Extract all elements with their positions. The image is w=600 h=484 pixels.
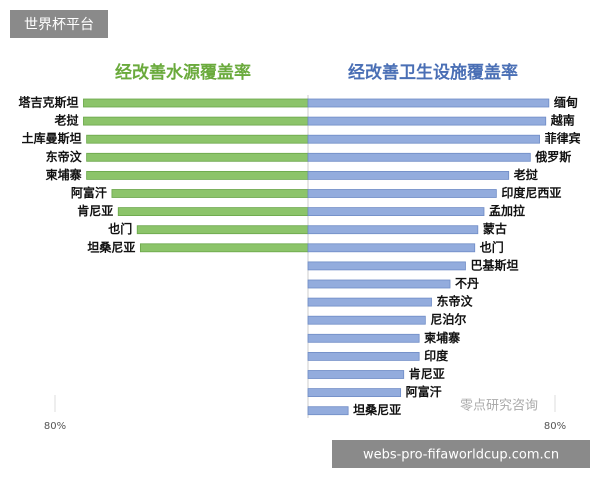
footer-box (332, 440, 590, 468)
bar-label: 印度 (424, 348, 449, 363)
bar (307, 134, 540, 144)
bar-label: 菲律宾 (545, 131, 581, 146)
bar (307, 297, 432, 307)
bar (307, 406, 349, 416)
bar (307, 116, 547, 126)
bar-label: 坦桑尼亚 (87, 240, 135, 254)
bar-label: 孟加拉 (489, 203, 525, 218)
bar-label: 坦桑尼亚 (353, 403, 401, 417)
bar (307, 388, 402, 398)
chart-title: 经改善卫生设施覆盖率 (348, 62, 518, 83)
bar-label: 阿富汗 (71, 185, 107, 200)
chart-title: 经改善水源覆盖率 (115, 62, 251, 83)
watermark-box (10, 10, 108, 38)
bar (83, 116, 309, 126)
bar (117, 207, 309, 217)
bar (307, 243, 476, 253)
bar-label: 巴基斯坦 (470, 257, 518, 272)
bar-label: 也门 (108, 221, 132, 236)
watermark: 世界杯平台 (24, 17, 94, 33)
bar (307, 279, 451, 289)
bar (86, 134, 309, 144)
bar-label: 不丹 (455, 277, 479, 291)
bar-label: 阿富汗 (406, 384, 442, 399)
bar-label: 尼泊尔 (430, 312, 466, 327)
bar (139, 243, 309, 253)
bar-label: 印度尼西亚 (501, 185, 561, 200)
bar-label: 老挝 (54, 113, 79, 128)
bar-label: 土库曼斯坦 (22, 131, 82, 146)
bar-label: 俄罗斯 (534, 149, 571, 164)
x-tick-label: 80% (544, 421, 566, 432)
bar (111, 189, 309, 198)
bar (307, 315, 426, 325)
bar (86, 170, 309, 180)
footer: webs-pro-fifaworldcup.com.cn (363, 448, 559, 463)
bar-label: 缅甸 (554, 95, 578, 110)
bar (307, 261, 466, 271)
bar-label: 也门 (480, 239, 504, 254)
bar (307, 98, 550, 108)
bar (307, 351, 420, 361)
bar-label: 柬埔寨 (45, 167, 82, 182)
bar (86, 152, 309, 162)
bar (307, 225, 479, 235)
bar-label: 塔吉克斯坦 (18, 95, 78, 110)
bar-label: 肯尼亚 (409, 366, 445, 381)
bar (307, 370, 405, 379)
bar-label: 蒙古 (483, 221, 507, 236)
bar (307, 333, 420, 343)
bar (307, 152, 531, 162)
bar-label: 越南 (550, 113, 575, 128)
bar (136, 225, 309, 235)
bar-label: 东帝汶 (46, 149, 83, 164)
source-mark: 零点研究咨询 (460, 399, 538, 414)
bar (83, 98, 309, 108)
bar-label: 肯尼亚 (77, 203, 113, 218)
bar-label: 柬埔寨 (423, 330, 460, 345)
x-tick-label: 80% (44, 421, 66, 432)
bar-label: 东帝汶 (437, 294, 474, 309)
bar (307, 189, 497, 198)
bar (307, 207, 485, 217)
bar-label: 老挝 (514, 167, 539, 182)
bar (307, 170, 510, 180)
